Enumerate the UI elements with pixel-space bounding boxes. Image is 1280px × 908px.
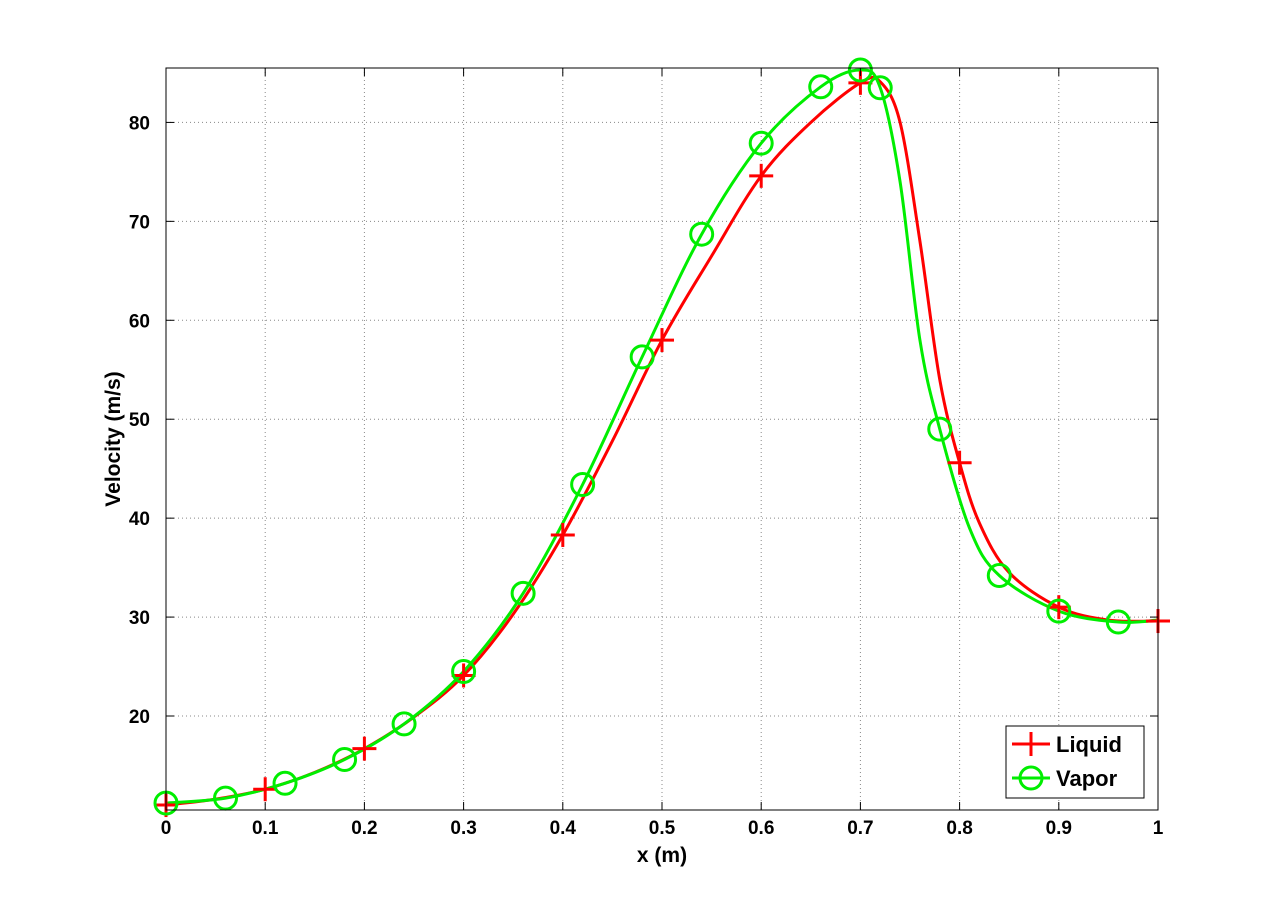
x-tick-label: 1	[1153, 818, 1164, 839]
data-point-vapor	[629, 344, 655, 370]
y-tick-label: 40	[129, 509, 150, 530]
x-tick-label: 0.2	[351, 818, 377, 839]
data-point-liquid	[650, 328, 674, 353]
legend-entry-vapor: Vapor	[1012, 765, 1118, 791]
legend-box	[1005, 725, 1145, 799]
data-point-vapor	[451, 658, 477, 684]
legend-swatch-marker-liquid	[1019, 732, 1043, 756]
data-point-liquid	[352, 736, 377, 761]
x-tick-label: 0.6	[748, 818, 774, 839]
x-tick-label: 0.3	[450, 818, 476, 839]
data-point-vapor	[332, 747, 358, 773]
data-point-vapor	[986, 563, 1012, 589]
legend: Liquid Vapor	[1005, 725, 1145, 799]
series-markers	[153, 57, 1170, 818]
data-point-vapor	[213, 785, 239, 811]
series-curves	[165, 68, 1159, 807]
data-point-vapor	[748, 130, 774, 156]
y-tick-label: 30	[129, 608, 150, 629]
legend-label-liquid: Liquid	[1056, 732, 1122, 757]
x-tick-label: 0	[161, 818, 172, 839]
y-tick-label: 80	[129, 113, 150, 134]
y-tick-labels: 20 30 40 50 60 70 80	[129, 113, 150, 728]
x-tick-label: 0.7	[847, 818, 873, 839]
x-tick-label: 0.9	[1046, 818, 1072, 839]
tick-marks	[165, 68, 1159, 810]
data-point-liquid	[947, 450, 972, 475]
x-tick-label: 0.5	[649, 818, 676, 839]
data-point-vapor	[510, 580, 536, 606]
data-point-vapor	[927, 416, 953, 442]
data-point-vapor	[689, 221, 715, 247]
x-tick-label: 0.8	[946, 818, 972, 839]
axes-background	[166, 68, 1158, 810]
legend-swatch-marker-vapor	[1018, 765, 1044, 791]
data-point-vapor	[847, 57, 873, 83]
y-tick-label: 60	[129, 311, 150, 332]
data-point-liquid	[253, 777, 278, 802]
legend-entry-liquid: Liquid	[1012, 732, 1122, 757]
legend-entries: Liquid Vapor	[1012, 732, 1122, 791]
data-point-vapor	[1105, 609, 1131, 635]
y-tick-label: 50	[129, 410, 150, 431]
x-tick-labels: 0 0.1 0.2 0.3 0.4 0.5 0.6 0.7 0.8 0.9 1	[161, 818, 1164, 839]
legend-label-vapor: Vapor	[1056, 766, 1118, 791]
y-axis-label: Velocity (m/s)	[102, 371, 125, 506]
data-point-vapor	[867, 75, 893, 101]
data-point-vapor	[570, 472, 596, 498]
series-line-vapor	[165, 68, 1159, 805]
y-tick-label: 70	[129, 212, 150, 233]
x-tick-label: 0.4	[550, 818, 577, 839]
data-point-liquid	[749, 163, 774, 188]
data-point-vapor	[272, 770, 298, 796]
grid	[166, 68, 1158, 810]
x-axis-label: x (m)	[637, 844, 687, 867]
data-point-vapor	[391, 711, 417, 737]
data-point-vapor	[808, 74, 834, 100]
x-tick-label: 0.1	[252, 818, 279, 839]
plot-area	[153, 57, 1170, 818]
y-tick-label: 20	[129, 707, 150, 728]
data-point-vapor	[1046, 598, 1072, 624]
data-point-liquid	[550, 522, 575, 547]
